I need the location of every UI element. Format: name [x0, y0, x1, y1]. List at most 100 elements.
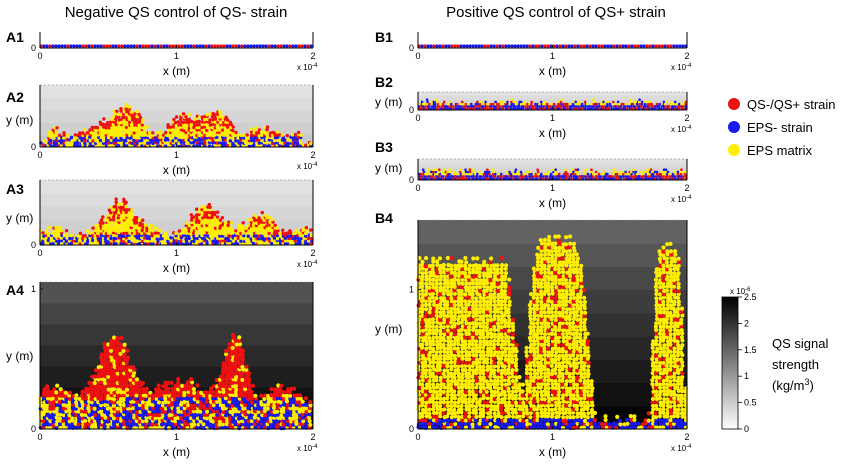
cell-particle	[210, 131, 214, 135]
cell-particle	[210, 223, 215, 227]
cell-particle	[171, 128, 175, 132]
cell-particle	[510, 44, 514, 48]
cell-particle	[134, 377, 140, 382]
cell-particle	[536, 170, 540, 174]
cell-particle	[261, 44, 265, 48]
cell-particle	[244, 226, 248, 230]
x-axis-label: x (m)	[163, 445, 190, 459]
cell-particle	[252, 44, 256, 48]
cell-particle	[293, 236, 297, 241]
cell-particle	[158, 135, 162, 140]
cell-particle	[462, 44, 466, 48]
cell-particle	[530, 102, 533, 106]
cell-particle	[114, 224, 118, 228]
cell-particle	[648, 105, 651, 108]
cell-particle	[625, 107, 629, 110]
cell-particle	[138, 44, 142, 48]
cell-particle	[268, 416, 273, 421]
cell-particle	[244, 364, 249, 369]
cell-particle	[115, 361, 120, 366]
cell-particle	[203, 117, 207, 122]
cell-particle	[208, 241, 213, 246]
cell-particle	[539, 100, 543, 104]
cell-particle	[566, 172, 569, 176]
cell-particle	[263, 413, 268, 418]
cell-particle	[249, 389, 254, 394]
cell-particle	[432, 44, 436, 48]
cell-particle	[195, 44, 199, 48]
cell-particle	[427, 175, 431, 178]
cell-particle	[668, 172, 671, 176]
cell-particle	[582, 44, 586, 48]
cell-particle	[431, 382, 436, 387]
cell-particle	[416, 422, 421, 427]
cell-particle	[111, 403, 117, 408]
cell-particle	[438, 396, 443, 401]
cell-particle	[103, 223, 108, 228]
cell-particle	[425, 102, 429, 106]
cell-particle	[449, 331, 454, 336]
cell-particle	[300, 44, 304, 48]
cell-particle	[262, 228, 266, 232]
cell-particle	[141, 415, 146, 420]
cell-particle	[69, 135, 74, 140]
plot-background	[40, 32, 313, 48]
cell-particle	[430, 291, 436, 296]
cell-particle	[429, 44, 433, 48]
cell-particle	[76, 425, 81, 430]
cell-particle	[460, 107, 464, 110]
cell-particle	[449, 105, 453, 108]
cell-particle	[260, 226, 264, 230]
cell-particle	[83, 236, 88, 241]
cell-particle	[112, 120, 116, 124]
cell-particle	[446, 170, 449, 174]
cell-particle	[516, 107, 519, 110]
cell-particle	[522, 100, 526, 104]
x-tick-label: 1	[550, 113, 555, 123]
cell-particle	[111, 342, 116, 347]
cell-particle	[125, 231, 129, 235]
cell-particle	[483, 44, 487, 48]
cell-particle	[83, 412, 88, 417]
cell-particle	[464, 168, 467, 171]
x-axis-label: x (m)	[163, 261, 190, 275]
cell-particle	[588, 105, 591, 108]
cell-particle	[427, 168, 431, 171]
cell-particle	[545, 102, 549, 106]
cell-particle	[430, 267, 435, 272]
cell-particle	[220, 374, 225, 379]
cell-particle	[570, 168, 574, 171]
cell-particle	[420, 306, 425, 312]
cell-particle	[304, 239, 308, 243]
cell-particle	[200, 120, 205, 124]
cell-particle	[121, 415, 126, 420]
cell-particle	[420, 274, 425, 279]
cell-particle	[270, 218, 274, 222]
cell-particle	[121, 234, 126, 238]
cell-particle	[609, 44, 613, 48]
cell-particle	[630, 44, 634, 48]
cell-particle	[116, 230, 121, 235]
cell-particle	[207, 221, 211, 225]
cell-particle	[109, 221, 113, 225]
cell-particle	[272, 236, 277, 240]
cell-particle	[455, 102, 459, 106]
cell-particle	[122, 403, 127, 408]
cell-particle	[221, 133, 225, 137]
cell-particle	[54, 44, 58, 48]
cell-particle	[640, 170, 643, 174]
cell-particle	[448, 356, 453, 361]
cell-particle	[594, 170, 598, 174]
cell-particle	[118, 402, 123, 407]
cell-particle	[159, 130, 163, 134]
cell-particle	[667, 105, 671, 108]
cell-particle	[89, 400, 94, 405]
cell-particle	[105, 44, 109, 48]
cell-particle	[106, 234, 110, 238]
cell-particle	[576, 168, 580, 171]
cell-particle	[301, 239, 305, 243]
cell-particle	[304, 143, 308, 147]
cell-particle	[45, 44, 49, 48]
cell-particle	[187, 223, 192, 228]
cell-particle	[537, 44, 541, 48]
